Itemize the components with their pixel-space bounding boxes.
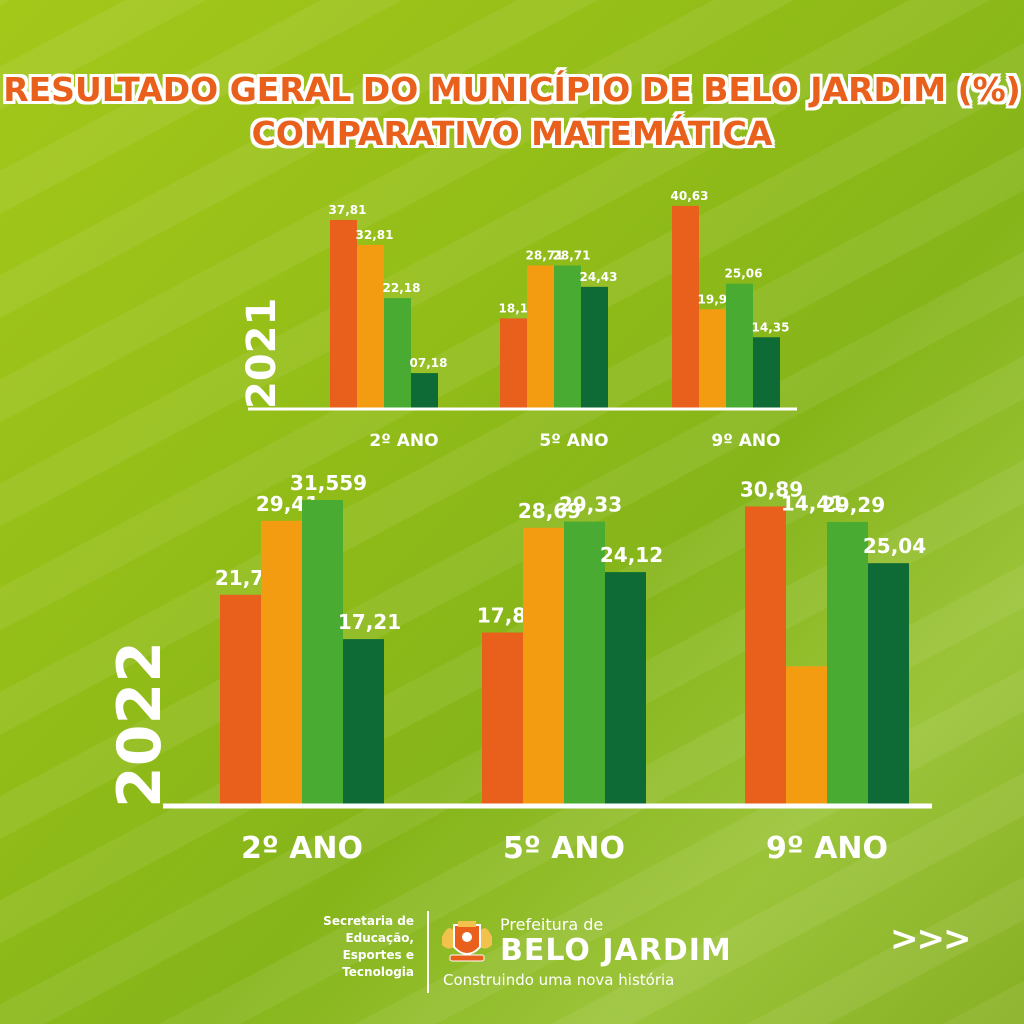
bar-2021-g2-s0	[672, 205, 699, 409]
bar-2022-g1-s1	[523, 527, 564, 806]
category-label-2022-0: 2º ANO	[241, 831, 363, 866]
data-label-2021-g0-s0: 37,81	[329, 203, 367, 217]
year-label-2022: 2022	[105, 641, 175, 808]
bar-2021-g2-s1	[699, 309, 726, 409]
bar-2022-g1-s2	[564, 521, 605, 806]
bar-2022-g2-s2	[827, 521, 868, 806]
data-label-2021-g2-s3: 14,35	[752, 320, 790, 334]
bar-2022-g0-s1	[261, 520, 302, 806]
data-label-2022-g0-s3: 17,21	[338, 610, 401, 634]
bar-2022-g0-s2	[302, 499, 343, 806]
data-label-2021-g2-s0: 40,63	[671, 189, 709, 203]
bar-2021-g2-s3	[753, 337, 780, 409]
bar-2021-g1-s1	[527, 265, 554, 409]
bar-2022-g0-s0	[220, 594, 261, 806]
bar-2021-g1-s0	[500, 318, 527, 409]
secretaria-line: Educação,	[345, 931, 414, 945]
data-label-2022-g1-s2: 29,33	[559, 493, 622, 517]
data-label-2021-g0-s2: 22,18	[383, 281, 421, 295]
prefeitura-slogan: Construindo uma nova história	[443, 971, 675, 989]
bar-2021-g2-s2	[726, 283, 753, 409]
secretaria-line: Esportes e	[342, 948, 414, 962]
secretaria-line: Tecnologia	[342, 965, 414, 979]
chart-title-line2: COMPARATIVO MATEMÁTICA	[251, 114, 773, 153]
data-label-2021-g1-s1: 28,71	[526, 248, 564, 262]
data-label-2021-g2-s1: 19,95	[698, 292, 736, 306]
data-label-2022-g0-s2: 31,559	[290, 471, 367, 495]
category-label-2022-1: 5º ANO	[503, 831, 625, 866]
category-label-2021-2: 9º ANO	[711, 431, 780, 451]
data-label-2022-g1-s3: 24,12	[600, 543, 663, 567]
data-label-2021-g2-s2: 25,06	[725, 267, 763, 281]
secretaria-line: Secretaria de	[323, 914, 414, 928]
data-label-2022-g2-s2: 29,29	[822, 493, 885, 517]
data-label-2022-g2-s3: 25,04	[863, 534, 926, 558]
bar-2021-g0-s2	[384, 298, 411, 409]
municipal-crest-icon	[442, 921, 492, 962]
category-label-2021-1: 5º ANO	[539, 431, 608, 451]
bar-2021-g1-s3	[581, 286, 608, 409]
data-label-2021-g1-s3: 24,43	[580, 270, 618, 284]
next-arrows-icon[interactable]: >>>	[890, 919, 971, 959]
data-label-2022-g1-s1: 28,69	[518, 499, 581, 523]
category-label-2021-0: 2º ANO	[369, 431, 438, 451]
data-label-2022-g2-s0: 30,89	[740, 477, 803, 501]
bar-2022-g0-s3	[343, 639, 384, 806]
bar-2021-g0-s3	[411, 373, 438, 409]
secretaria-text: Secretaria de Educação, Esportes e Tecno…	[300, 913, 414, 981]
data-label-2022-g2-s1: 14,41	[781, 491, 844, 515]
data-label-2021-g0-s1: 32,81	[356, 228, 394, 242]
data-label-2021-g0-s3: 07,18	[410, 356, 448, 370]
bar-2022-g2-s1	[786, 666, 827, 806]
data-label-2021-g1-s0: 18,12	[499, 301, 537, 315]
chart-title-line1: RESULTADO GERAL DO MUNICÍPIO DE BELO JAR…	[3, 70, 1021, 109]
bar-2022-g2-s0	[745, 506, 786, 806]
data-label-2021-g1-s2: 28,71	[553, 248, 591, 262]
year-label-2021: 2021	[239, 298, 285, 409]
bar-2022-g2-s3	[868, 563, 909, 806]
footer: Secretaria de Educação, Esportes e Tecno…	[0, 905, 1024, 1005]
category-label-2022-2: 9º ANO	[766, 831, 888, 866]
prefeitura-small: Prefeitura de	[500, 915, 604, 934]
bar-2022-g1-s3	[605, 572, 646, 806]
bar-2022-g1-s0	[482, 632, 523, 806]
bar-2021-g0-s0	[330, 219, 357, 409]
footer-divider	[427, 911, 429, 993]
bar-2021-g1-s2	[554, 265, 581, 409]
bar-2021-g0-s1	[357, 244, 384, 409]
prefeitura-name: BELO JARDIM	[500, 933, 732, 968]
